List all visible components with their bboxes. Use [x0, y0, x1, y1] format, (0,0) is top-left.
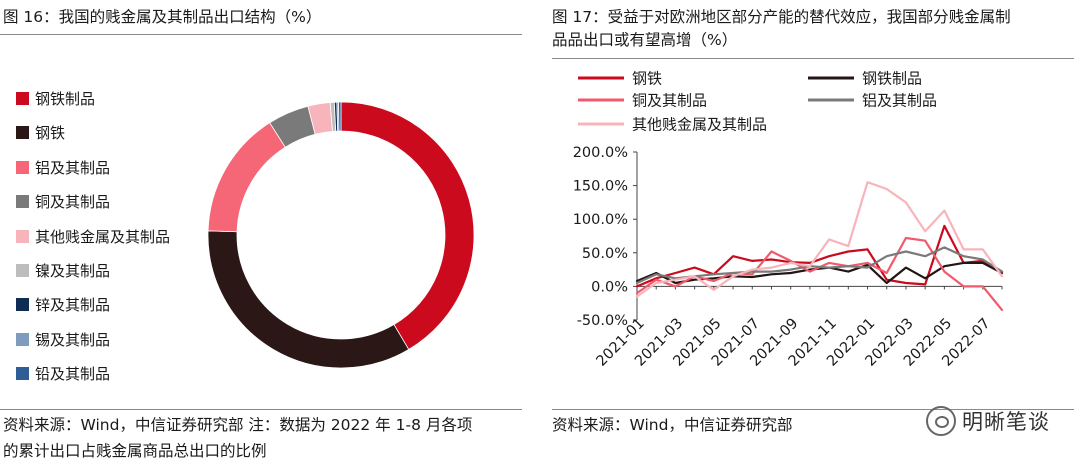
- right-figure-title: 图 17：受益于对欧洲地区部分产能的替代效应，我国部分贱金属制 品品出口或有望高…: [552, 6, 1072, 52]
- y-tick-label: 150.0%: [573, 179, 628, 195]
- y-tick-label: 50.0%: [582, 246, 628, 262]
- donut-slice: [207, 122, 286, 233]
- right-source-rule: [552, 409, 1074, 410]
- legend-item: 钢铁: [16, 122, 65, 143]
- legend-label: 钢铁: [35, 124, 66, 143]
- legend-item: 钢铁制品: [808, 70, 922, 88]
- y-tick-label: 100.0%: [573, 212, 628, 228]
- left-figure-panel: 图 16：我国的贱金属及其制品出口结构（%） 钢铁制品钢铁铝及其制品铜及其制品其…: [0, 0, 530, 474]
- left-title-rule: [0, 34, 522, 35]
- watermark-text: 明晰笔谈: [962, 410, 1050, 434]
- legend-item: 铜及其制品: [16, 191, 110, 212]
- legend-label: 其他贱金属及其制品: [35, 227, 171, 246]
- left-source-rule: [0, 409, 522, 410]
- legend-label: 铜及其制品: [35, 193, 111, 212]
- donut-slice: [207, 230, 410, 369]
- left-figure-title: 图 16：我国的贱金属及其制品出口结构（%）: [3, 8, 322, 26]
- left-source-line-1: 资料来源：Wind，中信证券研究部 注：数据为 2022 年 1-8 月各项: [3, 416, 473, 434]
- legend-label: 锡及其制品: [35, 330, 111, 349]
- legend-item: 锡及其制品: [16, 329, 110, 350]
- legend-swatch: [16, 298, 29, 312]
- legend-label: 钢铁: [632, 70, 662, 88]
- y-tick-label: 0.0%: [591, 279, 628, 295]
- legend-swatch: [16, 229, 29, 243]
- legend-label: 钢铁制品: [35, 90, 96, 108]
- legend-item: 铝及其制品: [16, 157, 110, 178]
- donut-slice: [340, 101, 475, 351]
- legend-label: 其他贱金属及其制品: [632, 116, 767, 134]
- series-line: [635, 181, 1004, 298]
- legend-item: 镍及其制品: [16, 260, 110, 281]
- right-source: 资料来源：Wind，中信证券研究部: [552, 416, 793, 434]
- legend-swatch: [16, 367, 29, 381]
- y-tick-label: 200.0%: [573, 145, 628, 161]
- legend-item: 钢铁制品: [16, 88, 95, 109]
- legend-item: 其他贱金属及其制品: [578, 116, 767, 134]
- wechat-icon: [926, 406, 956, 436]
- legend-item: 铜及其制品: [578, 92, 707, 110]
- right-figure-panel: 图 17：受益于对欧洲地区部分产能的替代效应，我国部分贱金属制 品品出口或有望高…: [552, 0, 1080, 474]
- legend-label: 铝及其制品: [862, 92, 937, 110]
- legend-label: 钢铁制品: [862, 70, 922, 88]
- legend-item: 钢铁: [578, 70, 662, 88]
- series-line: [635, 246, 1004, 285]
- legend-swatch: [16, 126, 29, 140]
- watermark: 明晰笔谈: [926, 406, 1050, 436]
- donut-slice: [338, 101, 342, 132]
- left-source-line-2: 的累计出口占贱金属商品总出口的比例: [3, 442, 267, 460]
- right-title-line-1: 图 17：受益于对欧洲地区部分产能的替代效应，我国部分贱金属制: [552, 8, 1011, 26]
- legend-swatch: [16, 195, 29, 209]
- legend-item: 其他贱金属及其制品: [16, 226, 170, 247]
- donut-chart: [207, 101, 475, 369]
- legend-swatch: [16, 332, 29, 346]
- legend-item: 锌及其制品: [16, 294, 110, 315]
- right-title-line-2: 品品出口或有望高增（%）: [552, 31, 738, 49]
- legend-item: 铝及其制品: [808, 92, 937, 110]
- legend-swatch: [16, 160, 29, 174]
- legend-label: 铜及其制品: [632, 92, 707, 110]
- y-tick-label: -50.0%: [577, 313, 628, 329]
- legend-swatch: [16, 92, 29, 105]
- legend-label: 铝及其制品: [35, 158, 111, 177]
- right-title-rule: [552, 58, 1074, 59]
- legend-label: 铅及其制品: [35, 365, 111, 384]
- legend-label: 锌及其制品: [35, 296, 111, 315]
- legend-item: 铅及其制品: [16, 363, 110, 384]
- series-line: [635, 224, 1004, 288]
- legend-swatch: [16, 264, 29, 277]
- legend-label: 镍及其制品: [35, 262, 111, 280]
